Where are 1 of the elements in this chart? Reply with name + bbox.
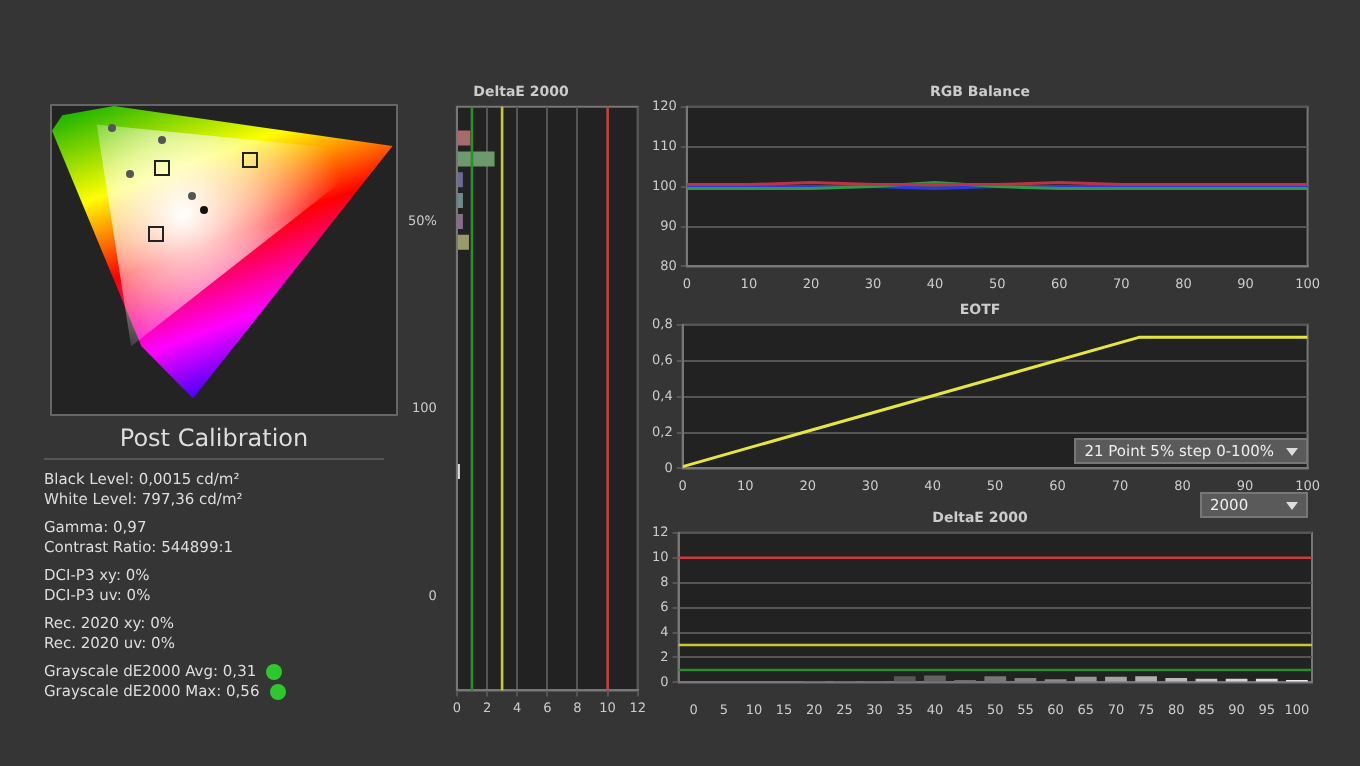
text: Post Calibration — [44, 424, 384, 460]
